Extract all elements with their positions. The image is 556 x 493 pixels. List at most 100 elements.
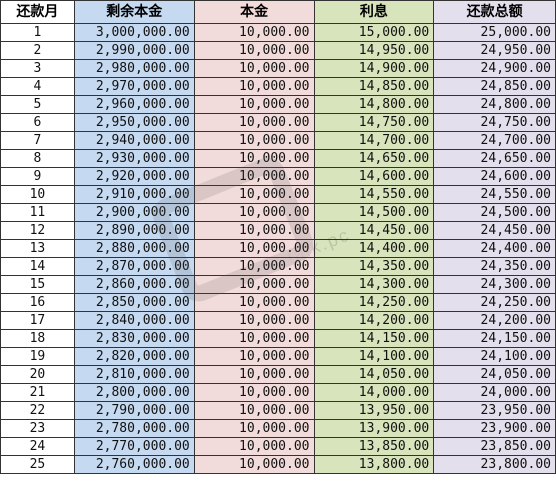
cell-month[interactable]: 21 [0, 383, 75, 402]
cell-month[interactable]: 8 [0, 149, 75, 168]
cell-interest[interactable]: 14,300.00 [313, 275, 435, 294]
cell-total-payment[interactable]: 23,900.00 [433, 419, 556, 438]
cell-month[interactable]: 23 [0, 419, 75, 438]
cell-principal[interactable]: 10,000.00 [193, 239, 315, 258]
cell-total-payment[interactable]: 24,350.00 [433, 257, 556, 276]
cell-total-payment[interactable]: 24,600.00 [433, 167, 556, 186]
cell-remaining-principal[interactable]: 2,830,000.00 [73, 329, 195, 348]
cell-principal[interactable]: 10,000.00 [193, 257, 315, 276]
cell-month[interactable]: 24 [0, 437, 75, 456]
cell-total-payment[interactable]: 24,850.00 [433, 77, 556, 96]
cell-remaining-principal[interactable]: 2,790,000.00 [73, 401, 195, 420]
cell-principal[interactable]: 10,000.00 [193, 185, 315, 204]
cell-principal[interactable]: 10,000.00 [193, 419, 315, 438]
cell-principal[interactable]: 10,000.00 [193, 365, 315, 384]
cell-remaining-principal[interactable]: 2,970,000.00 [73, 77, 195, 96]
cell-interest[interactable]: 13,900.00 [313, 419, 435, 438]
cell-principal[interactable]: 10,000.00 [193, 95, 315, 114]
cell-remaining-principal[interactable]: 2,900,000.00 [73, 203, 195, 222]
cell-remaining-principal[interactable]: 2,810,000.00 [73, 365, 195, 384]
cell-month[interactable]: 3 [0, 59, 75, 78]
cell-remaining-principal[interactable]: 2,850,000.00 [73, 293, 195, 312]
cell-month[interactable]: 10 [0, 185, 75, 204]
cell-month[interactable]: 6 [0, 113, 75, 132]
cell-remaining-principal[interactable]: 2,880,000.00 [73, 239, 195, 258]
cell-remaining-principal[interactable]: 2,950,000.00 [73, 113, 195, 132]
cell-interest[interactable]: 14,450.00 [313, 221, 435, 240]
cell-interest[interactable]: 15,000.00 [313, 23, 435, 42]
cell-principal[interactable]: 10,000.00 [193, 203, 315, 222]
cell-month[interactable]: 13 [0, 239, 75, 258]
header-remaining-principal[interactable]: 剩余本金 [73, 0, 195, 24]
cell-principal[interactable]: 10,000.00 [193, 437, 315, 456]
cell-month[interactable]: 4 [0, 77, 75, 96]
cell-principal[interactable]: 10,000.00 [193, 311, 315, 330]
cell-total-payment[interactable]: 24,250.00 [433, 293, 556, 312]
cell-interest[interactable]: 14,600.00 [313, 167, 435, 186]
cell-total-payment[interactable]: 24,200.00 [433, 311, 556, 330]
cell-total-payment[interactable]: 24,400.00 [433, 239, 556, 258]
cell-interest[interactable]: 14,700.00 [313, 131, 435, 150]
cell-month[interactable]: 11 [0, 203, 75, 222]
cell-month[interactable]: 18 [0, 329, 75, 348]
cell-remaining-principal[interactable]: 2,770,000.00 [73, 437, 195, 456]
cell-total-payment[interactable]: 24,450.00 [433, 221, 556, 240]
cell-interest[interactable]: 14,000.00 [313, 383, 435, 402]
cell-principal[interactable]: 10,000.00 [193, 275, 315, 294]
cell-interest[interactable]: 14,650.00 [313, 149, 435, 168]
cell-principal[interactable]: 10,000.00 [193, 113, 315, 132]
cell-month[interactable]: 20 [0, 365, 75, 384]
cell-interest[interactable]: 14,100.00 [313, 347, 435, 366]
cell-remaining-principal[interactable]: 2,890,000.00 [73, 221, 195, 240]
cell-month[interactable]: 14 [0, 257, 75, 276]
cell-principal[interactable]: 10,000.00 [193, 41, 315, 60]
cell-total-payment[interactable]: 24,500.00 [433, 203, 556, 222]
cell-interest[interactable]: 13,800.00 [313, 455, 435, 474]
cell-total-payment[interactable]: 23,950.00 [433, 401, 556, 420]
cell-remaining-principal[interactable]: 2,940,000.00 [73, 131, 195, 150]
cell-principal[interactable]: 10,000.00 [193, 401, 315, 420]
cell-total-payment[interactable]: 24,800.00 [433, 95, 556, 114]
cell-month[interactable]: 17 [0, 311, 75, 330]
cell-month[interactable]: 7 [0, 131, 75, 150]
cell-interest[interactable]: 14,850.00 [313, 77, 435, 96]
cell-total-payment[interactable]: 24,700.00 [433, 131, 556, 150]
cell-interest[interactable]: 14,900.00 [313, 59, 435, 78]
cell-remaining-principal[interactable]: 2,960,000.00 [73, 95, 195, 114]
cell-interest[interactable]: 14,050.00 [313, 365, 435, 384]
cell-total-payment[interactable]: 24,150.00 [433, 329, 556, 348]
header-interest[interactable]: 利息 [313, 0, 435, 24]
cell-month[interactable]: 25 [0, 455, 75, 474]
cell-interest[interactable]: 14,750.00 [313, 113, 435, 132]
header-principal[interactable]: 本金 [193, 0, 315, 24]
cell-total-payment[interactable]: 24,650.00 [433, 149, 556, 168]
cell-remaining-principal[interactable]: 2,860,000.00 [73, 275, 195, 294]
cell-remaining-principal[interactable]: 2,870,000.00 [73, 257, 195, 276]
cell-total-payment[interactable]: 24,900.00 [433, 59, 556, 78]
cell-interest[interactable]: 14,500.00 [313, 203, 435, 222]
cell-remaining-principal[interactable]: 3,000,000.00 [73, 23, 195, 42]
cell-total-payment[interactable]: 24,100.00 [433, 347, 556, 366]
cell-remaining-principal[interactable]: 2,980,000.00 [73, 59, 195, 78]
cell-total-payment[interactable]: 24,300.00 [433, 275, 556, 294]
cell-month[interactable]: 15 [0, 275, 75, 294]
cell-remaining-principal[interactable]: 2,840,000.00 [73, 311, 195, 330]
cell-interest[interactable]: 14,350.00 [313, 257, 435, 276]
cell-interest[interactable]: 13,950.00 [313, 401, 435, 420]
cell-interest[interactable]: 14,200.00 [313, 311, 435, 330]
cell-remaining-principal[interactable]: 2,990,000.00 [73, 41, 195, 60]
cell-month[interactable]: 5 [0, 95, 75, 114]
cell-principal[interactable]: 10,000.00 [193, 167, 315, 186]
cell-interest[interactable]: 13,850.00 [313, 437, 435, 456]
cell-principal[interactable]: 10,000.00 [193, 347, 315, 366]
cell-interest[interactable]: 14,400.00 [313, 239, 435, 258]
cell-interest[interactable]: 14,950.00 [313, 41, 435, 60]
cell-interest[interactable]: 14,800.00 [313, 95, 435, 114]
cell-remaining-principal[interactable]: 2,930,000.00 [73, 149, 195, 168]
cell-interest[interactable]: 14,550.00 [313, 185, 435, 204]
cell-total-payment[interactable]: 24,750.00 [433, 113, 556, 132]
cell-remaining-principal[interactable]: 2,800,000.00 [73, 383, 195, 402]
cell-total-payment[interactable]: 23,800.00 [433, 455, 556, 474]
cell-principal[interactable]: 10,000.00 [193, 59, 315, 78]
cell-month[interactable]: 22 [0, 401, 75, 420]
